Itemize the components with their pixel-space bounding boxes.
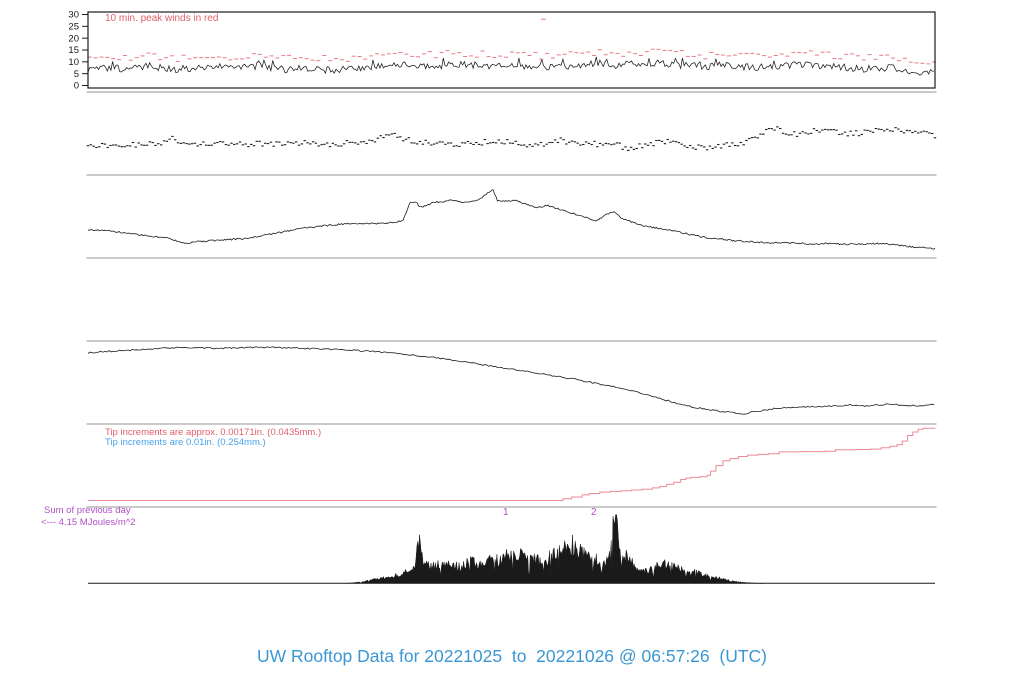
tip-increment-note-blue: Tip increments are 0.01in. (0.254mm.)	[105, 437, 266, 448]
rad-sum-note-line1: Sum of previous day	[44, 505, 131, 516]
wind-peaks-series	[87, 18, 937, 65]
svg-text:15: 15	[68, 45, 79, 56]
peak-winds-note: 10 min. peak winds in red	[105, 13, 219, 24]
panel-gaps	[86, 91, 937, 508]
wind-direction-series	[86, 126, 937, 151]
svg-text:10: 10	[68, 57, 79, 68]
rad-sum-note-line2: <--- 4.15 MJoules/m^2	[41, 517, 136, 528]
tair-series	[87, 189, 936, 250]
rad-series	[346, 514, 764, 584]
rad-marker-2: 2	[591, 507, 597, 518]
tip-increment-note-red: Tip increments are approx. 0.00171in. (0…	[105, 427, 322, 438]
svg-text:5: 5	[74, 69, 79, 80]
series-layer	[86, 18, 937, 584]
svg-text:0: 0	[74, 81, 79, 92]
svg-text:20: 20	[68, 33, 79, 44]
svg-text:30: 30	[68, 10, 79, 21]
svg-text:25: 25	[68, 22, 79, 33]
chart-title: UW Rooftop Data for 20221025 to 20221026…	[256, 646, 767, 666]
pcp-series	[88, 427, 936, 501]
slp-series	[87, 346, 935, 415]
rad-marker-1: 1	[503, 507, 509, 518]
wind-speed-series	[87, 56, 934, 76]
